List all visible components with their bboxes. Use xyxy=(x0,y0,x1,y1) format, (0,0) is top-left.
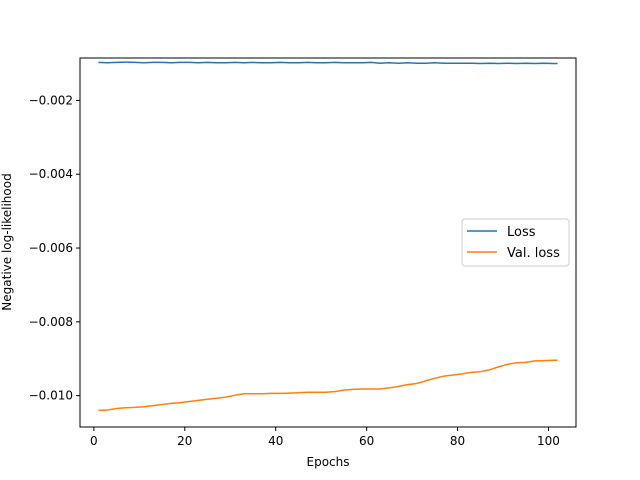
x-tick-label: 80 xyxy=(450,434,465,448)
series-layer xyxy=(98,61,558,412)
legend-label-1: Val. loss xyxy=(507,246,560,261)
y-tick-label: −0.002 xyxy=(29,93,73,107)
x-tick-label: 20 xyxy=(177,434,192,448)
legend: Loss Val. loss xyxy=(461,218,570,267)
y-tick-label: −0.010 xyxy=(29,389,73,403)
y-axis-title: Negative log-likelihood xyxy=(0,173,14,310)
y-tick-label: −0.008 xyxy=(29,315,73,329)
legend-label-0: Loss xyxy=(507,225,536,240)
x-tick-label: 60 xyxy=(359,434,374,448)
x-tick-label: 40 xyxy=(268,434,283,448)
series-line-1 xyxy=(98,359,558,412)
x-tick-label: 0 xyxy=(90,434,98,448)
series-line-0 xyxy=(98,61,558,65)
x-axis-title: Epochs xyxy=(307,455,350,469)
plot-frame xyxy=(79,57,577,428)
y-tick-label: −0.004 xyxy=(29,167,73,181)
x-tick-label: 100 xyxy=(537,434,560,448)
y-tick-label: −0.006 xyxy=(29,241,73,255)
axes-layer: 0 20 40 60 80 100 −0.002 −0.004 −0.006 −0.008 −0.0… xyxy=(29,57,577,448)
